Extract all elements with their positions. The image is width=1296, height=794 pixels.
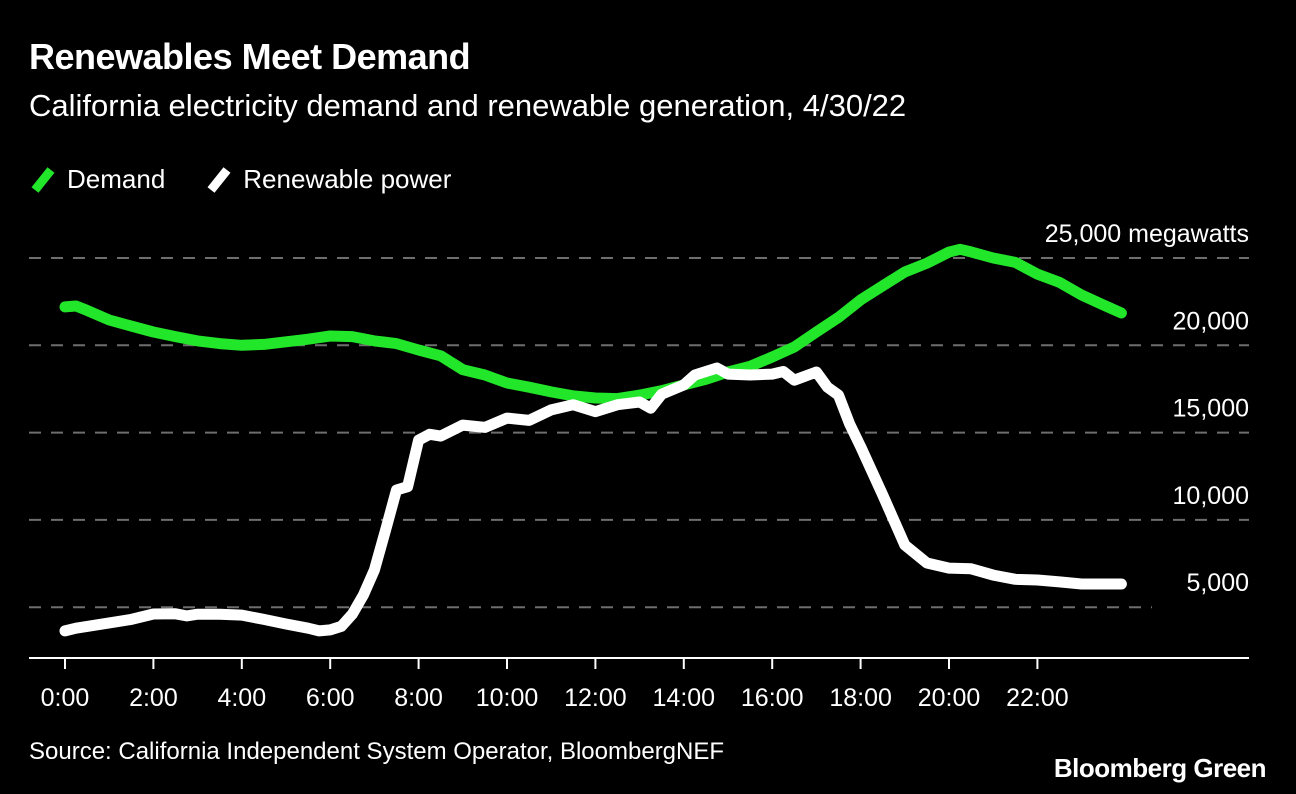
y-tick-label-10000: 10,000: [1173, 482, 1249, 510]
x-tick-label-0: 0:00: [41, 684, 90, 712]
series-line-renewable-power: [59, 362, 1127, 637]
legend-label-renewable: Renewable power: [243, 164, 452, 194]
x-tick-label-16: 16:00: [741, 684, 804, 712]
legend-swatch-demand: [31, 166, 55, 193]
x-tick-label-20: 20:00: [918, 684, 981, 712]
legend-item-demand: Demand: [29, 164, 165, 195]
x-tick-label-6: 6:00: [306, 684, 355, 712]
brand-logo: Bloomberg Green: [1053, 753, 1267, 783]
x-tick-label-10: 10:00: [476, 684, 539, 712]
y-tick-label-25000: 25,000 megawatts: [1045, 220, 1249, 248]
y-tick-label-15000: 15,000: [1173, 395, 1249, 423]
legend-swatch-renewable: [207, 166, 231, 193]
y-tick-label-20000: 20,000: [1173, 307, 1249, 335]
x-tick-label-4: 4:00: [217, 684, 266, 712]
x-tick-label-14: 14:00: [653, 684, 716, 712]
x-tick-label-12: 12:00: [564, 684, 627, 712]
x-tick-label-8: 8:00: [394, 684, 443, 712]
y-tick-label-5000: 5,000: [1186, 569, 1249, 597]
x-tick-label-22: 22:00: [1006, 684, 1069, 712]
series-line-demand: [59, 243, 1127, 405]
x-tick-label-2: 2:00: [129, 684, 178, 712]
legend-label-demand: Demand: [67, 164, 166, 194]
legend-item-renewable: Renewable power: [205, 164, 451, 195]
x-tick-label-18: 18:00: [829, 684, 892, 712]
legend: Demand Renewable power: [29, 164, 491, 195]
chart-title: Renewables Meet Demand: [29, 36, 471, 77]
chart-subtitle: California electricity demand and renewa…: [29, 88, 907, 123]
source-note: Source: California Independent System Op…: [29, 738, 725, 765]
